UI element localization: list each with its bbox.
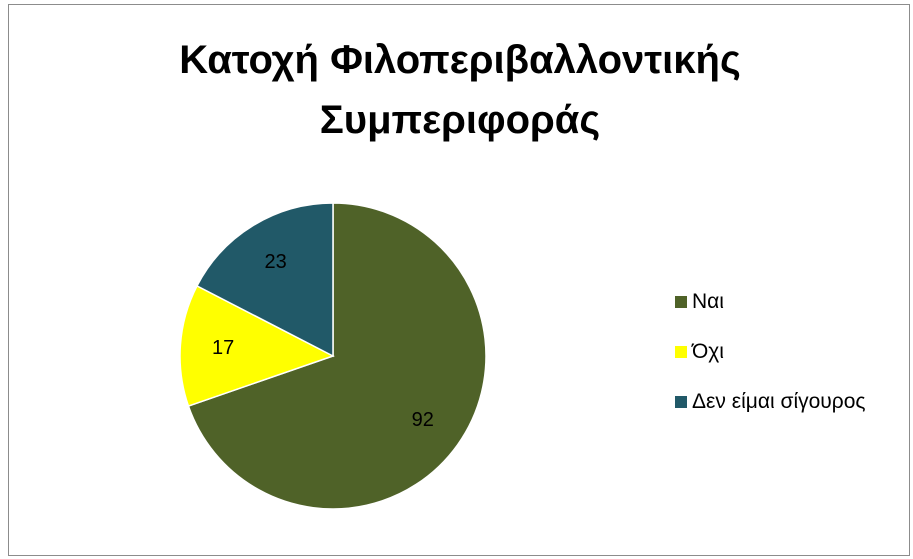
chart-title: Κατοχή Φιλοπεριβαλλοντικής Συμπεριφοράς (0, 30, 913, 150)
legend-label-not-sure: Δεν είμαι σίγουρος (692, 390, 866, 413)
legend-swatch-yes (675, 296, 687, 308)
data-label-no: 17 (212, 337, 234, 359)
legend-item-yes: Ναι (675, 290, 866, 314)
chart-title-line-2: Συμπεριφοράς (319, 98, 601, 142)
legend-swatch-no (675, 346, 687, 358)
legend-label-no: Όχι (692, 340, 724, 363)
data-label-not-sure: 23 (265, 251, 287, 273)
legend-label-yes: Ναι (692, 290, 724, 313)
data-label-yes: 92 (412, 409, 434, 431)
pie-slice-not-sure (195, 202, 334, 358)
pie-slice-yes (187, 202, 487, 510)
legend-item-not-sure: Δεν είμαι σίγουρος (675, 390, 866, 414)
chart-title-line-1: Κατοχή Φιλοπεριβαλλοντικής (179, 38, 741, 82)
legend-item-no: Όχι (675, 340, 866, 364)
legend-swatch-not-sure (675, 396, 687, 408)
legend: Ναι Όχι Δεν είμαι σίγουρος (675, 290, 866, 440)
pie-slice-no (179, 284, 335, 407)
